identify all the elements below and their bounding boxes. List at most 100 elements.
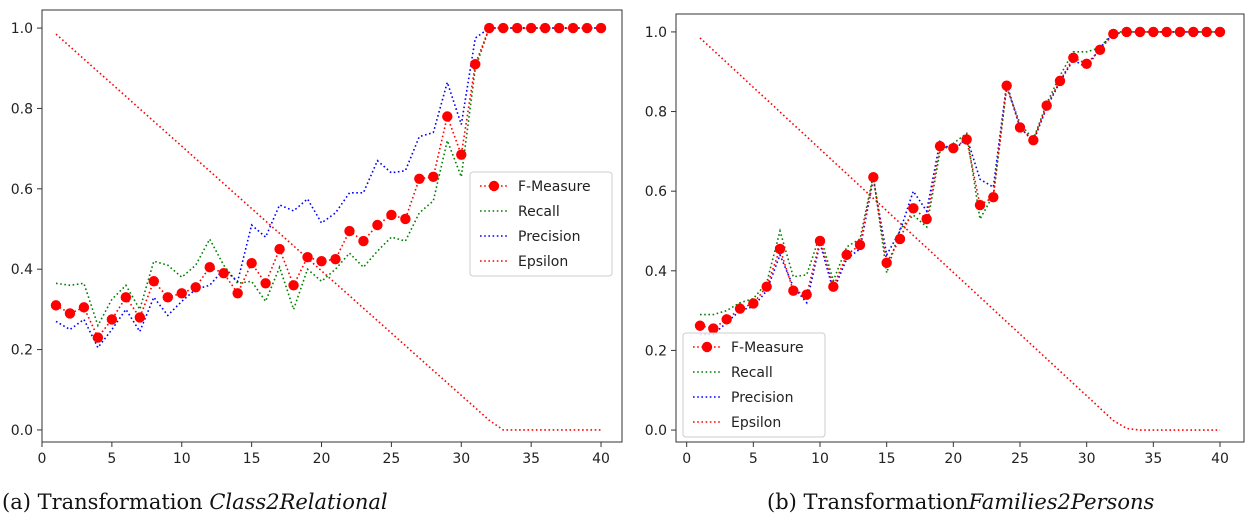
f-measure-point (78, 302, 90, 313)
f-measure-point (1174, 26, 1186, 38)
y-tick-label: 0.8 (645, 105, 667, 121)
f-measure-point (1188, 26, 1199, 38)
x-tick-label: 20 (944, 451, 962, 467)
f-measure-point (708, 323, 719, 334)
y-tick-label: 0.0 (645, 423, 667, 439)
legend-label: F-Measure (518, 179, 591, 195)
f-measure-point (498, 22, 509, 34)
caption-a-name: Class2Relational (209, 490, 388, 514)
f-measure-point (881, 257, 892, 269)
f-measure-point (288, 280, 299, 291)
f-measure-point (1214, 26, 1226, 38)
caption-b-prefix: (b) Transformation (767, 490, 969, 514)
f-measure-point (302, 251, 313, 263)
chart-families2persons: 0 5 10 15 20 25 30 35 40 0.0 0.2 0.4 0.6 0.8 1.0 F-Meas… (645, 13, 1245, 467)
f-measure-point (1161, 26, 1172, 38)
f-measure-point (761, 281, 772, 292)
caption-a-prefix: (a) Transformation (2, 490, 210, 514)
f-measure-point (974, 199, 986, 211)
x-tick-label: 20 (313, 451, 331, 467)
f-measure-point (218, 268, 229, 279)
y-tick-label: 1.0 (645, 25, 667, 41)
f-measure-point (921, 213, 932, 225)
legend-label: Precision (518, 229, 580, 245)
f-measure-point (316, 255, 327, 267)
f-measure-point (748, 298, 759, 309)
f-measure-point (868, 172, 879, 183)
f-measure-point (908, 203, 919, 214)
f-measure-point (120, 292, 132, 303)
f-measure-point (525, 22, 537, 34)
legend-label: Recall (731, 365, 773, 381)
f-measure-point (204, 261, 215, 273)
f-measure-point (1121, 26, 1132, 38)
f-measure-point (190, 282, 201, 293)
f-measure-point (854, 239, 866, 251)
y-tick-label: 1.0 (11, 21, 33, 37)
x-tick-label: 0 (682, 451, 691, 467)
f-measure-point (330, 253, 341, 265)
legend-label: Epsilon (518, 254, 568, 270)
legend-label: Recall (518, 204, 560, 220)
series-line-precision (55, 27, 601, 350)
x-tick-label: 40 (1211, 451, 1229, 467)
y-tick-label: 0.8 (11, 101, 33, 117)
f-measure-point (1134, 26, 1146, 38)
f-measure-point (1068, 52, 1079, 63)
f-measure-point (414, 173, 425, 184)
f-measure-point (176, 288, 187, 299)
f-measure-point (1001, 80, 1012, 91)
y-tick-label: 0.6 (11, 182, 33, 198)
x-tick-label: 25 (1011, 451, 1029, 467)
legend-marker (488, 180, 500, 192)
x-tick-label: 25 (382, 451, 400, 467)
x-tick-label: 0 (38, 451, 47, 467)
f-measure-point (553, 22, 565, 34)
x-tick-label: 5 (749, 451, 758, 467)
f-measure-point (1148, 26, 1159, 38)
x-tick-label: 30 (1078, 451, 1096, 467)
f-measure-point (841, 249, 852, 261)
y-tick-label: 0.6 (645, 184, 667, 200)
legend-box (469, 171, 613, 277)
x-tick-label: 35 (522, 451, 540, 467)
f-measure-point (134, 312, 146, 323)
f-measure-point (1081, 58, 1092, 69)
f-measure-point (788, 285, 799, 296)
f-measure-point (581, 22, 593, 34)
f-measure-point (372, 219, 383, 231)
chart-class2relational: 0 5 10 15 20 25 30 35 40 0.0 0.2 0.4 0.6 0.8 1.0 F-Meas… (11, 9, 623, 467)
f-measure-point (1014, 122, 1026, 133)
f-measure-point (774, 243, 786, 255)
caption-a: (a) Transformation Class2Relational (2, 490, 388, 514)
f-measure-point (721, 314, 732, 325)
legend-label: F-Measure (731, 340, 804, 356)
f-measure-point (148, 276, 160, 287)
f-measure-point (1094, 44, 1106, 56)
f-measure-point (894, 233, 906, 245)
f-measure-point (988, 191, 999, 203)
series-line-epsilon (699, 37, 1220, 431)
x-tick-label: 15 (878, 451, 896, 467)
plot-frame (41, 9, 623, 443)
f-measure-point (400, 213, 411, 225)
f-measure-point (814, 235, 826, 247)
f-measure-point (484, 22, 495, 34)
x-tick-label: 5 (107, 451, 116, 467)
f-measure-point (50, 300, 62, 311)
f-measure-point (1201, 26, 1212, 38)
f-measure-point (274, 243, 285, 255)
series-line-precision (700, 31, 1220, 336)
f-measure-point (961, 134, 972, 145)
y-tick-label: 0.2 (645, 343, 667, 359)
series-line-recall (700, 31, 1220, 316)
legend-label: Epsilon (731, 415, 781, 431)
legend: F-Measure Recall Precision Epsilon (469, 171, 613, 277)
x-tick-label: 10 (173, 451, 191, 467)
f-measure-point (1028, 135, 1039, 146)
f-measure-point (734, 303, 746, 314)
x-tick-label: 30 (452, 451, 470, 467)
f-measure-point (386, 209, 397, 221)
f-measure-point (567, 22, 579, 34)
f-measure-point (948, 142, 959, 154)
